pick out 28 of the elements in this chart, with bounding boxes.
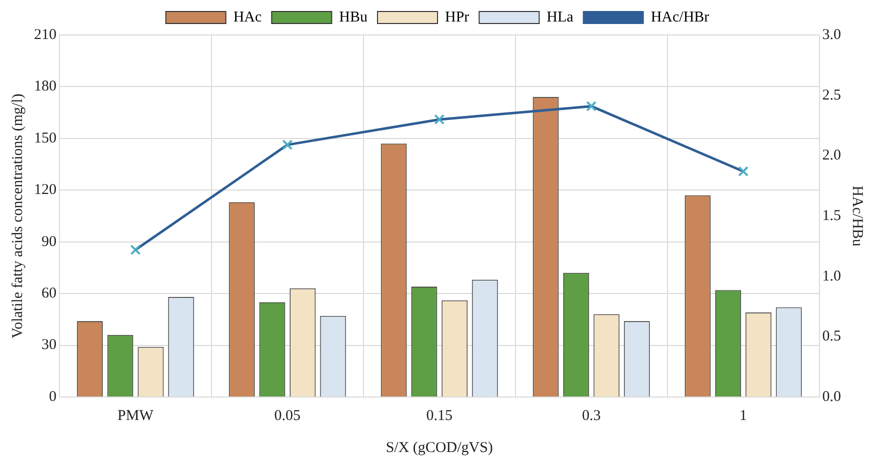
x-tick-label: PMW — [118, 408, 154, 424]
y2-tick-label: 2.5 — [822, 87, 841, 104]
x-tick-label: 0.3 — [582, 408, 601, 424]
y-tick-label: 90 — [42, 234, 56, 250]
legend-label: HPr — [445, 9, 470, 26]
legend-label: HBu — [339, 9, 368, 26]
y-tick-label: 180 — [34, 78, 56, 95]
y-tick-label: 30 — [42, 337, 56, 354]
y-tick-label: 60 — [42, 286, 56, 302]
x-tick-label: 0.05 — [274, 408, 301, 424]
x-axis-title: S/X (gCOD/gVS) — [386, 440, 493, 456]
y2-tick-label: 3.0 — [822, 26, 841, 43]
y2-axis-title: HAc/HBu — [849, 186, 866, 247]
y-tick-label: 210 — [34, 26, 56, 43]
legend-label: HLa — [546, 9, 574, 26]
y2-tick-label: 0.5 — [822, 328, 841, 345]
x-tick-label: 1 — [740, 408, 748, 424]
legend-label: HAc/HBr — [650, 9, 710, 26]
x-tick-label: 0.15 — [426, 408, 452, 424]
y2-tick-label: 0.0 — [822, 388, 841, 405]
y-tick-label: 120 — [34, 182, 56, 198]
y-tick-label: 0 — [49, 388, 56, 405]
legend-label: HAc — [233, 9, 262, 26]
y2-tick-label: 1.5 — [822, 208, 841, 224]
y2-tick-label: 1.0 — [822, 268, 841, 284]
y-axis-title: Volatile fatty acids concentrations (mg/l) — [10, 94, 26, 338]
y-tick-label: 150 — [34, 130, 56, 146]
y2-tick-label: 2.0 — [822, 148, 841, 164]
